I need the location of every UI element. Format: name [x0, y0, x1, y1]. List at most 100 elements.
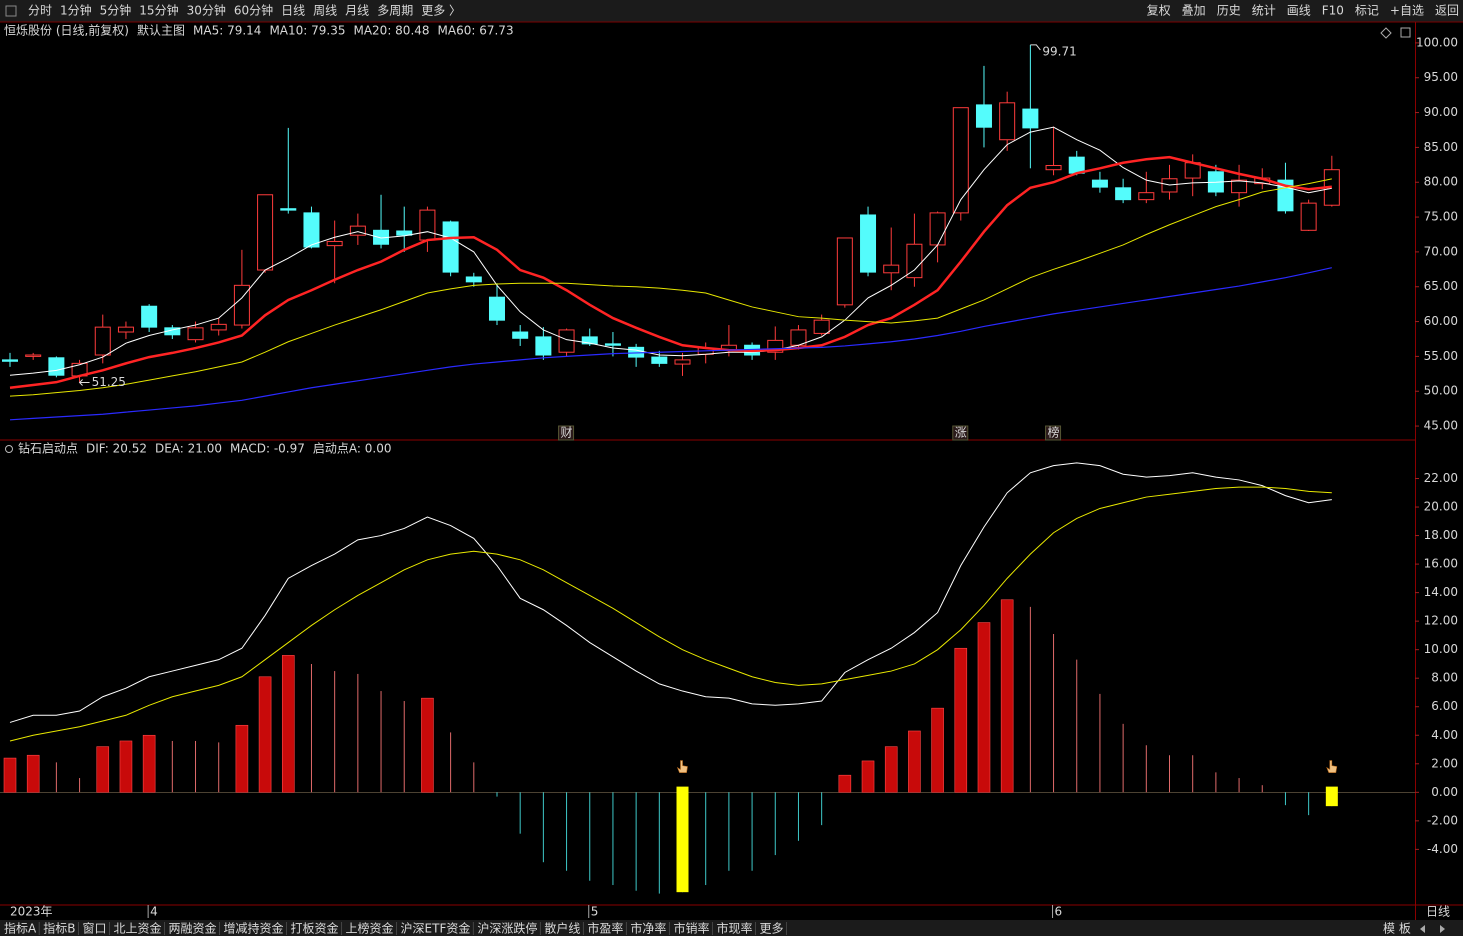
- macd-bar: [884, 746, 898, 793]
- icon-prev[interactable]: [1420, 925, 1425, 933]
- legend-entry: 启动点A: 0.00: [313, 442, 392, 456]
- bottom-tab[interactable]: 沪深ETF资金: [401, 921, 471, 936]
- toolbar-button[interactable]: F10: [1322, 4, 1344, 18]
- candle-body: [1091, 179, 1108, 188]
- bottom-tab[interactable]: 更多: [759, 922, 783, 936]
- bottom-tab[interactable]: 上榜资金: [346, 921, 394, 936]
- toolbar-item[interactable]: 周线: [313, 4, 337, 18]
- candle-body: [48, 357, 65, 376]
- bottom-tab[interactable]: 指标A: [4, 921, 37, 936]
- toolbar-button[interactable]: 画线: [1287, 4, 1311, 18]
- x-tick-label: 6: [1055, 905, 1063, 919]
- candle-body: [117, 326, 134, 333]
- icon-diamond[interactable]: [1380, 27, 1392, 39]
- y-tick-label: 45.00: [1424, 419, 1458, 433]
- y-tick-label: 90.00: [1424, 105, 1458, 119]
- candle-body: [975, 104, 992, 128]
- legend-entry: 默认主图: [137, 23, 185, 38]
- macd-bar: [26, 754, 40, 793]
- candle-body: [558, 329, 575, 353]
- macd-bar: [119, 740, 133, 793]
- candle-body: [651, 356, 668, 364]
- event-badge: [1045, 425, 1062, 441]
- top-toolbar: [0, 0, 1463, 22]
- macd-bar: [3, 757, 17, 793]
- y-tick-label: 12.00: [1424, 614, 1458, 628]
- toolbar-button[interactable]: 标记: [1355, 4, 1379, 18]
- annotation-pointer: [78, 379, 90, 386]
- candle-body: [233, 284, 250, 326]
- legend-entry: MA10: 79.35: [269, 24, 345, 38]
- legend-entry: DEA: 21.00: [155, 442, 222, 456]
- candle-body: [836, 237, 853, 306]
- toolbar-item[interactable]: 日线: [281, 4, 305, 18]
- toolbar-item[interactable]: 5分钟: [100, 3, 132, 18]
- y-tick-label: 18.00: [1424, 528, 1458, 542]
- y-tick-label: -4.00: [1427, 842, 1458, 856]
- toolbar-item[interactable]: 1分钟: [60, 3, 92, 18]
- toolbar-item[interactable]: 分时: [28, 4, 52, 18]
- event-label[interactable]: 榜: [1048, 425, 1060, 440]
- toolbar-button[interactable]: +自选: [1390, 4, 1424, 18]
- toolbar-button[interactable]: 叠加: [1182, 4, 1206, 18]
- toolbar-button[interactable]: 统计: [1252, 4, 1276, 18]
- candle-body: [1231, 179, 1248, 194]
- toolbar-item[interactable]: 60分钟: [234, 3, 273, 18]
- bottom-tab[interactable]: 指标B: [43, 921, 75, 936]
- menu-icon[interactable]: [5, 5, 17, 17]
- period-label: 日线: [1426, 905, 1450, 919]
- bottom-tab[interactable]: 市现率: [716, 921, 752, 936]
- toolbar-item[interactable]: 更多 〉: [421, 4, 461, 18]
- candle-body: [419, 209, 436, 241]
- toolbar-item[interactable]: 30分钟: [187, 3, 226, 18]
- legend-entry: MA20: 80.48: [353, 24, 429, 38]
- candle-body: [906, 243, 923, 279]
- candle-body: [1068, 156, 1085, 174]
- icon-window[interactable]: [1400, 27, 1411, 38]
- y-tick-label: 22.00: [1424, 471, 1458, 485]
- candle-body: [326, 240, 343, 247]
- toolbar-item[interactable]: 月线: [345, 4, 369, 18]
- ma-line: [9, 155, 1332, 389]
- y-tick-label: 2.00: [1431, 756, 1458, 770]
- macd-bar: [96, 746, 110, 793]
- icon-next[interactable]: [1440, 925, 1445, 933]
- macd-bar: [281, 655, 295, 793]
- candle-body: [767, 339, 784, 353]
- y-tick-label: 6.00: [1431, 699, 1458, 713]
- event-label[interactable]: 涨: [955, 425, 967, 440]
- bottom-tab[interactable]: 两融资金: [168, 921, 216, 936]
- candle-body: [442, 221, 459, 273]
- bottom-tab[interactable]: 沪深涨跌停: [477, 921, 537, 936]
- bottom-tab[interactable]: 市销率: [673, 921, 709, 936]
- indicator-line: [9, 462, 1332, 723]
- toolbar-button[interactable]: 历史: [1217, 4, 1241, 18]
- candle-body: [929, 212, 946, 246]
- y-tick-label: 85.00: [1424, 140, 1458, 154]
- event-label[interactable]: 财: [561, 426, 573, 440]
- toolbar-item[interactable]: 多周期: [377, 4, 413, 18]
- bottom-tab[interactable]: 散户线: [544, 921, 580, 936]
- template-button[interactable]: 模 板: [1383, 922, 1411, 936]
- bottom-tab[interactable]: 市净率: [630, 921, 666, 936]
- macd-bar: [908, 730, 921, 793]
- bottom-tab[interactable]: 北上资金: [113, 921, 161, 936]
- x-tick-label: 4: [150, 905, 158, 919]
- toolbar-button[interactable]: 返回: [1435, 4, 1459, 18]
- low-annotation: 51.25: [92, 375, 126, 389]
- bottom-tab[interactable]: 增减持资金: [224, 921, 284, 936]
- y-tick-label: 60.00: [1424, 314, 1458, 328]
- toolbar-item[interactable]: 15分钟: [139, 3, 178, 18]
- x-tick-label: 2023年: [10, 905, 53, 919]
- macd-bar: [838, 774, 852, 793]
- y-tick-label: 65.00: [1424, 279, 1458, 293]
- bottom-tab[interactable]: 窗口: [82, 922, 106, 936]
- toolbar-button[interactable]: 复权: [1147, 4, 1171, 18]
- candle-body: [952, 107, 969, 214]
- signal-hand: [676, 760, 688, 773]
- bottom-tab[interactable]: 打板资金: [291, 921, 339, 936]
- legend-entry: 钻石启动点: [18, 441, 78, 456]
- macd-bar: [421, 697, 434, 793]
- candle-body: [187, 327, 204, 341]
- bottom-tab[interactable]: 市盈率: [587, 921, 623, 936]
